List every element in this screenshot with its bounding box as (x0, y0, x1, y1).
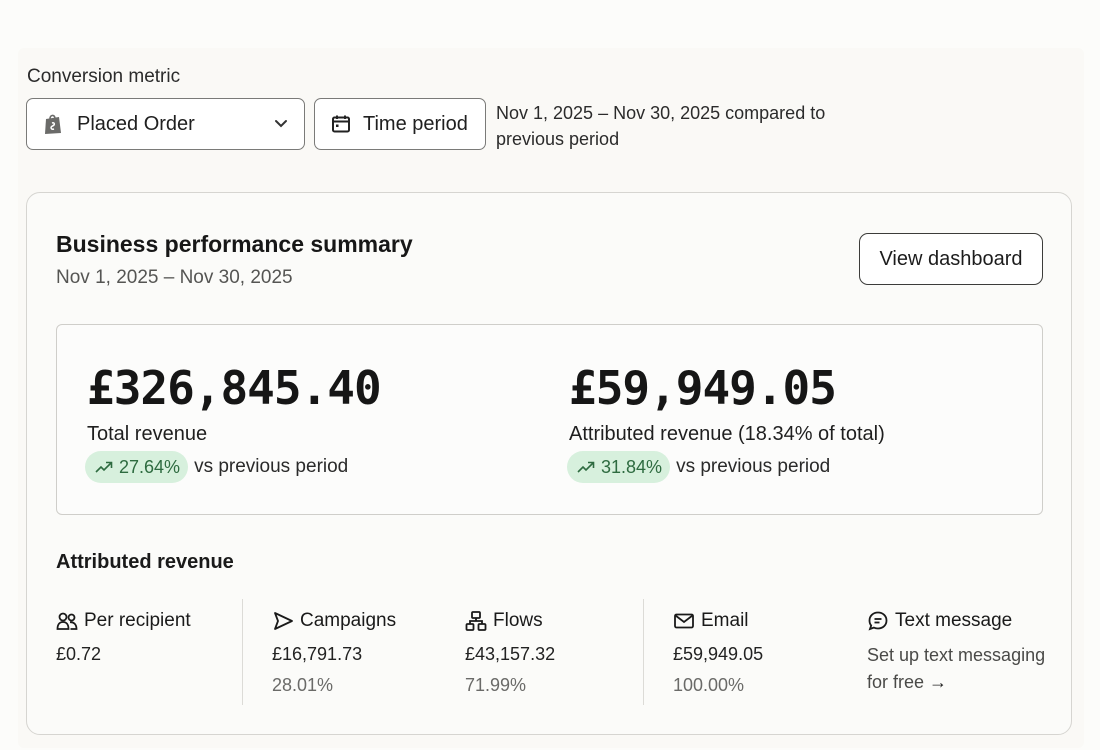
card-title: Business performance summary (56, 231, 413, 257)
trend-up-icon (95, 460, 113, 474)
chevron-down-icon (274, 119, 288, 129)
campaigns-stat: Campaigns £16,791.73 28.01% (272, 610, 396, 696)
revenue-summary-box: £326,845.40 Total revenue 27.64% vs prev… (56, 324, 1043, 515)
time-period-label: Time period (363, 112, 468, 135)
text-message-header: Text message (867, 610, 1057, 632)
flows-value: £43,157.32 (465, 644, 556, 664)
attributed-revenue-label: Attributed revenue (18.34% of total) (569, 423, 885, 445)
email-percent: 100.00% (673, 675, 745, 695)
time-period-button[interactable]: Time period (314, 98, 486, 150)
shopping-bag-icon (43, 113, 63, 135)
campaigns-value: £16,791.73 (272, 644, 363, 664)
campaigns-percent: 28.01% (272, 675, 334, 695)
people-icon (56, 610, 78, 632)
per-recipient-header: Per recipient (56, 610, 191, 632)
text-message-label: Text message (895, 610, 1013, 631)
setup-link-text: Set up text messaging for free (867, 645, 1046, 692)
period-description: Nov 1, 2025 – Nov 30, 2025 compared to p… (496, 103, 826, 149)
trend-up-icon (577, 460, 595, 474)
conversion-metric-label: Conversion metric (27, 66, 181, 87)
email-header: Email (673, 610, 763, 632)
mail-icon (673, 610, 695, 632)
divider (242, 599, 243, 705)
view-dashboard-button[interactable]: View dashboard (859, 233, 1043, 285)
attributed-revenue-change: 31.84% vs previous period (567, 451, 830, 483)
flows-stat: Flows £43,157.32 71.99% (465, 610, 555, 696)
flow-icon (465, 610, 487, 632)
flows-header: Flows (465, 610, 555, 632)
calendar-icon (331, 114, 351, 134)
chat-icon (867, 610, 889, 632)
total-revenue-change: 27.64% vs previous period (85, 451, 348, 483)
business-performance-card: Business performance summary Nov 1, 2025… (26, 192, 1072, 735)
change-value: 31.84% (601, 456, 663, 477)
card-date-range: Nov 1, 2025 – Nov 30, 2025 (56, 267, 293, 288)
attributed-revenue-title: Attributed revenue (56, 551, 234, 573)
email-label: Email (701, 610, 749, 631)
conversion-metric-select[interactable]: Placed Order (26, 98, 305, 150)
vs-previous-text: vs previous period (676, 456, 831, 477)
email-value: £59,949.05 (673, 644, 764, 664)
conversion-metric-value: Placed Order (77, 112, 195, 135)
campaigns-label: Campaigns (300, 610, 397, 631)
total-revenue-label: Total revenue (87, 423, 208, 445)
divider (643, 599, 644, 705)
arrow-right-icon: → (929, 672, 948, 692)
flows-label: Flows (493, 610, 543, 631)
vs-previous-text: vs previous period (194, 456, 349, 477)
per-recipient-value: £0.72 (56, 644, 102, 664)
text-message-stat: Text message Set up text messaging for f… (867, 610, 1057, 696)
flows-percent: 71.99% (465, 675, 527, 695)
setup-text-messaging-link[interactable]: Set up text messaging for free → (867, 642, 1057, 696)
attributed-revenue-amount: £59,949.05 (569, 361, 837, 415)
change-badge: 31.84% (567, 451, 671, 483)
total-revenue-amount: £326,845.40 (87, 361, 382, 415)
campaigns-header: Campaigns (272, 610, 396, 632)
per-recipient-stat: Per recipient £0.72 (56, 610, 191, 665)
email-stat: Email £59,949.05 100.00% (673, 610, 763, 696)
change-value: 27.64% (119, 456, 181, 477)
send-icon (272, 610, 294, 632)
change-badge: 27.64% (85, 451, 189, 483)
per-recipient-label: Per recipient (84, 610, 191, 631)
